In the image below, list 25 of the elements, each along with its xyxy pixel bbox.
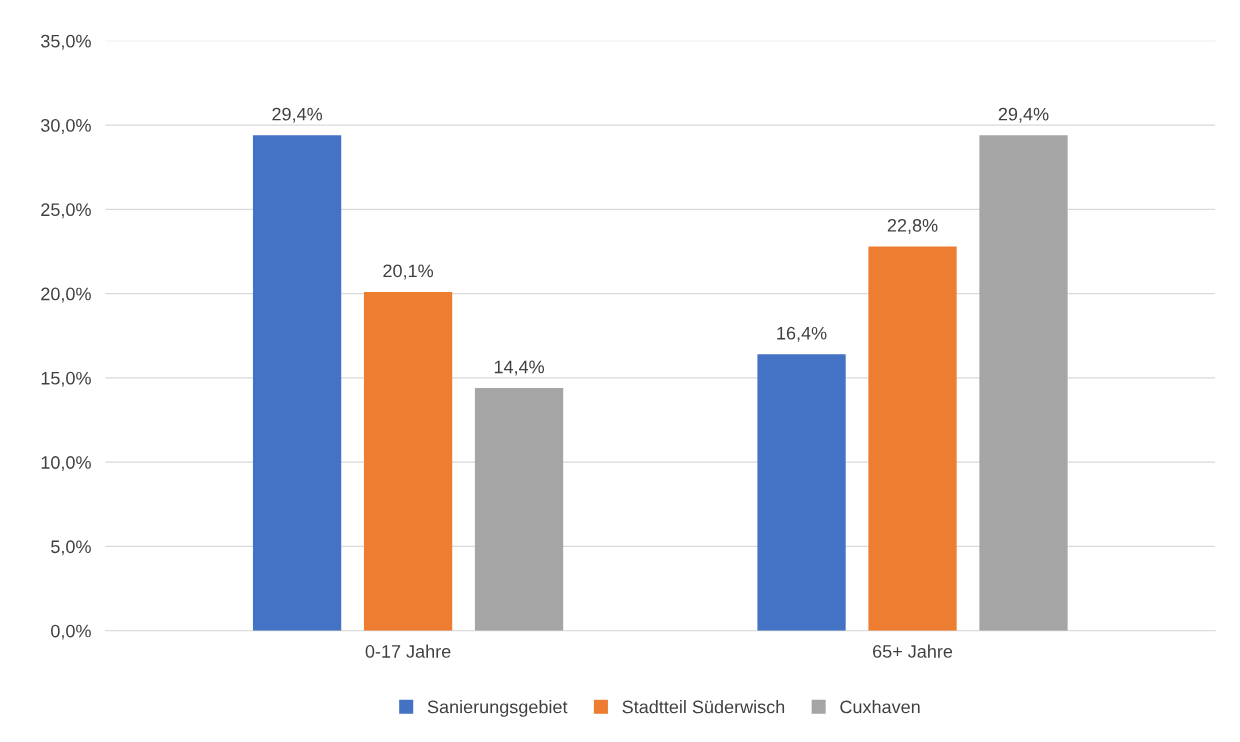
y-tick-label: 35,0% bbox=[41, 34, 91, 50]
legend-label: Stadtteil Süderwisch bbox=[622, 700, 785, 714]
y-tick-label: 0,0% bbox=[51, 624, 91, 640]
y-tick-label: 30,0% bbox=[41, 119, 91, 134]
bar bbox=[363, 291, 453, 631]
data-label: 29,4% bbox=[998, 107, 1049, 123]
bar bbox=[757, 354, 846, 631]
legend-label: Cuxhaven bbox=[840, 700, 920, 714]
y-tick-label: 25,0% bbox=[41, 203, 91, 219]
bar bbox=[868, 246, 957, 631]
y-tick-label: 15,0% bbox=[41, 371, 91, 387]
y-tick-label: 20,0% bbox=[41, 287, 91, 303]
bar bbox=[979, 135, 1068, 631]
x-tick-label: 0-17 Jahre bbox=[365, 644, 451, 658]
bar bbox=[252, 135, 342, 631]
data-label: 29,4% bbox=[272, 107, 323, 123]
bar bbox=[474, 388, 564, 631]
data-label: 22,8% bbox=[887, 218, 938, 234]
x-tick-label: 65+ Jahre bbox=[873, 644, 953, 658]
y-tick-label: 5,0% bbox=[51, 540, 91, 556]
data-label: 14,4% bbox=[494, 360, 545, 376]
data-label: 16,4% bbox=[777, 326, 827, 342]
data-label: 20,1% bbox=[383, 264, 434, 280]
legend-label: Sanierungsgebiet bbox=[427, 700, 568, 717]
y-tick-label: 10,0% bbox=[41, 456, 91, 472]
